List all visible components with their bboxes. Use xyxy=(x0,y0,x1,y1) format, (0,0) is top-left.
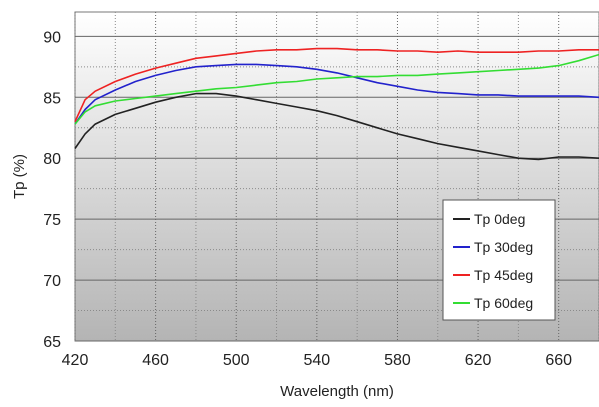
x-tick-label: 660 xyxy=(545,352,572,369)
y-tick-label: 75 xyxy=(43,212,61,229)
series-line-3 xyxy=(74,53,599,125)
x-tick-label: 500 xyxy=(223,352,250,369)
series-line-0 xyxy=(74,92,599,161)
series-lines xyxy=(74,47,599,161)
legend: Tp 0deg Tp 30deg Tp 45deg Tp 60deg xyxy=(442,199,556,321)
y-tick-label: 90 xyxy=(43,29,61,46)
legend-label-0: Tp 0deg xyxy=(474,211,525,227)
x-tick-label: 580 xyxy=(384,352,411,369)
legend-label-3: Tp 60deg xyxy=(474,295,533,311)
x-axis-ticks: 420 460 500 540 580 620 660 xyxy=(62,352,572,369)
y-tick-label: 85 xyxy=(43,90,61,107)
x-axis-title: Wavelength (nm) xyxy=(280,383,394,400)
legend-label-1: Tp 30deg xyxy=(474,239,533,255)
y-tick-label: 65 xyxy=(43,334,61,351)
x-tick-label: 460 xyxy=(142,352,169,369)
y-axis-ticks: 65 70 75 80 85 90 xyxy=(43,29,61,351)
y-axis-title: Tp (%) xyxy=(11,154,28,199)
y-tick-label: 80 xyxy=(43,151,61,168)
legend-label-2: Tp 45deg xyxy=(474,267,533,283)
series-line-1 xyxy=(74,63,599,125)
x-tick-label: 620 xyxy=(465,352,492,369)
x-tick-label: 420 xyxy=(62,352,89,369)
x-tick-label: 540 xyxy=(303,352,330,369)
series-line-2 xyxy=(74,47,599,123)
y-tick-label: 70 xyxy=(43,273,61,290)
